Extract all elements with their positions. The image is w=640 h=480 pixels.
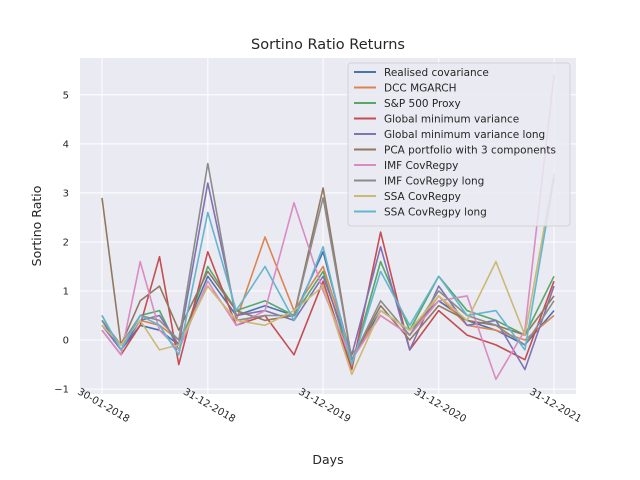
x-axis-label: Days [312, 452, 343, 467]
y-tick-label: 0 [63, 336, 69, 347]
legend-box [347, 62, 571, 227]
legend-entry: IMF CovRegpy long [384, 176, 484, 188]
legend-entry: SSA CovRegpy long [384, 207, 487, 219]
series-line [101, 162, 555, 361]
legend-entry: Realised covariance [384, 67, 489, 79]
legend-entry: IMF CovRegpy [384, 160, 458, 172]
y-tick-label: 1 [63, 286, 69, 297]
legend: Realised covariance DCC MGARCH S&P 500 Pro… [347, 62, 571, 227]
y-tick-label: −1 [54, 385, 69, 396]
legend-entry: S&P 500 Proxy [384, 98, 461, 110]
series-lines [101, 75, 555, 381]
series-line [101, 178, 555, 366]
y-tick-label: 2 [63, 237, 69, 248]
y-axis-label: Sortino Ratio [29, 186, 44, 267]
chart-title: Sortino Ratio Returns [251, 37, 405, 53]
legend-entry: Global minimum variance long [384, 129, 545, 141]
y-tick-labels: −1 0 1 2 3 4 5 [54, 90, 69, 395]
legend-entry: DCC MGARCH [384, 83, 456, 95]
series-line [101, 231, 555, 371]
legend-entry: PCA portfolio with 3 components [384, 145, 556, 157]
series-line [101, 173, 555, 376]
legend-entry: Global minimum variance [384, 114, 519, 126]
legend-entry: SSA CovRegpy [384, 191, 461, 203]
y-tick-label: 4 [63, 139, 69, 150]
y-tick-label: 5 [63, 90, 69, 101]
y-tick-label: 3 [63, 188, 69, 199]
series-line [101, 187, 555, 361]
